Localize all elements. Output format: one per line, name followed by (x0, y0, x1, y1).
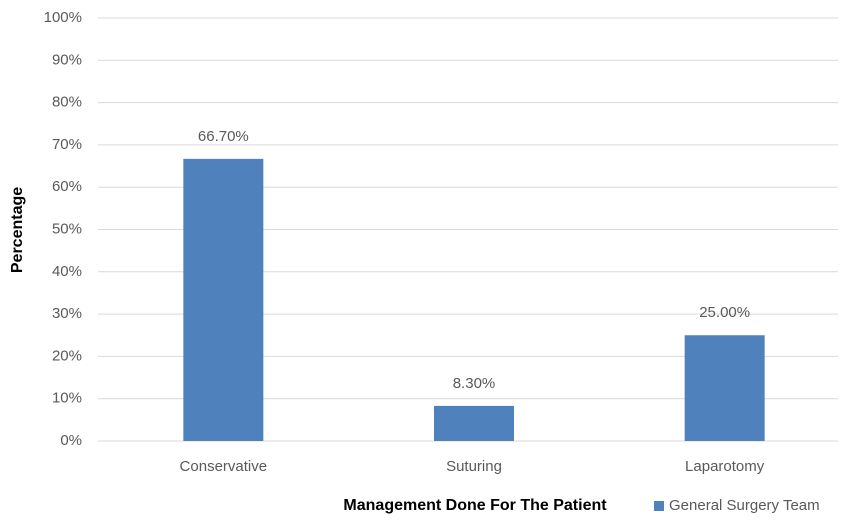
data-label: 8.30% (453, 375, 496, 392)
y-tick-label: 0% (60, 432, 82, 449)
x-tick-label: Laparotomy (685, 458, 765, 475)
y-tick-label: 20% (52, 347, 82, 364)
data-label: 25.00% (699, 304, 750, 321)
bar (684, 335, 765, 441)
bar (183, 158, 264, 441)
y-tick-label: 100% (44, 9, 82, 26)
y-tick-label: 60% (52, 178, 82, 195)
y-tick-label: 40% (52, 263, 82, 280)
y-tick-label: 10% (52, 390, 82, 407)
legend-swatch (654, 501, 664, 511)
x-axis-title: Management Done For The Patient (343, 497, 607, 514)
y-tick-label: 70% (52, 136, 82, 153)
x-tick-label: Conservative (180, 458, 268, 475)
data-label: 66.70% (198, 128, 249, 145)
x-tick-label: Suturing (446, 458, 502, 475)
y-tick-label: 50% (52, 220, 82, 237)
legend-label: General Surgery Team (669, 497, 820, 514)
y-tick-label: 30% (52, 305, 82, 322)
y-tick-label: 90% (52, 51, 82, 68)
y-axis-title: Percentage (9, 187, 26, 273)
y-tick-label: 80% (52, 94, 82, 111)
bar (434, 405, 514, 441)
